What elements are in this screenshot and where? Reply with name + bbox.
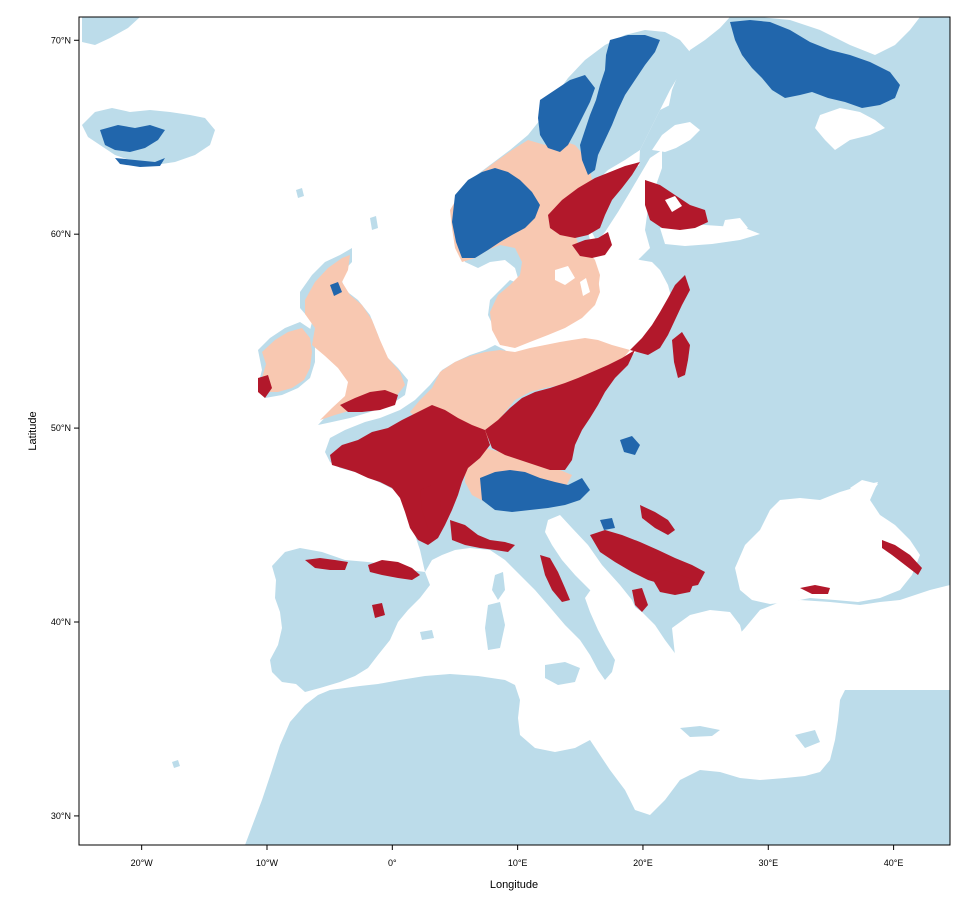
- dark-red-ireland-sw: [258, 375, 272, 398]
- dark-blue-iceland: [100, 125, 165, 152]
- sea-bothnia: [652, 122, 700, 152]
- land-cyprus: [795, 730, 820, 748]
- dark-blue-norway-south: [452, 168, 540, 258]
- sea-adriatic: [545, 515, 640, 630]
- x-tick-label: 20°W: [131, 858, 154, 868]
- land-faroe: [296, 188, 304, 198]
- y-tick-label: 40°N: [51, 617, 71, 627]
- dark-blue-norway-mid: [538, 75, 595, 152]
- dark-red-cantabria: [305, 558, 348, 570]
- dark-red-belarus: [672, 332, 690, 378]
- light-red-ireland: [262, 328, 312, 392]
- dark-red-caucasus: [882, 540, 922, 575]
- dark-red-carpathians: [640, 505, 675, 535]
- plot-border: [78, 16, 951, 846]
- dark-red-italy-north: [450, 520, 515, 552]
- map-panel: [79, 17, 950, 845]
- sea-caspian: [944, 590, 950, 620]
- y-tick-label: 60°N: [51, 229, 71, 239]
- dark-red-france: [330, 405, 490, 545]
- dark-red-apennines: [540, 555, 570, 602]
- x-tick-label: 20°E: [633, 858, 653, 868]
- land-canaries: [172, 760, 180, 768]
- dark-red-sweden: [548, 162, 640, 238]
- x-tick-label: 0°: [388, 858, 397, 868]
- dark-red-crimea: [800, 585, 830, 594]
- sea-white: [815, 108, 885, 150]
- x-tick-label: 40°E: [884, 858, 904, 868]
- dark-red-bulgaria: [650, 570, 695, 595]
- dark-red-balkans: [590, 530, 705, 588]
- lake-vanern: [555, 266, 575, 285]
- sea-azov: [850, 480, 878, 496]
- x-tick-label: 30°E: [758, 858, 778, 868]
- y-axis: 30°N 40°N 50°N 60°N 70°N: [51, 35, 79, 821]
- x-tick-label: 10°W: [256, 858, 279, 868]
- dark-blue-lapland: [580, 35, 660, 175]
- land-iberia: [270, 548, 430, 692]
- land-crete: [680, 726, 720, 737]
- dark-blue-carpathian-spots: [620, 436, 640, 455]
- dark-red-spain-small: [372, 603, 385, 618]
- dark-blue-iceland-south: [115, 158, 165, 167]
- land-corsica: [492, 572, 505, 600]
- land-balearics: [420, 630, 434, 640]
- dark-blue-kola: [730, 20, 900, 108]
- y-tick-label: 30°N: [51, 811, 71, 821]
- land-north-africa: [245, 674, 950, 845]
- dark-red-south-england: [340, 390, 398, 412]
- lake-vattern: [580, 278, 590, 296]
- y-axis-title: Latitude: [27, 411, 39, 450]
- lake-finland: [665, 196, 682, 212]
- dark-red-pyrenees: [368, 560, 420, 580]
- dark-red-greece: [632, 588, 648, 612]
- sea-black: [735, 482, 920, 604]
- dark-blue-scotland-spot: [330, 282, 342, 296]
- class-dark-blue: [100, 20, 900, 530]
- sea-aegean: [672, 610, 745, 712]
- dark-blue-balkans-spot: [600, 518, 615, 530]
- land-arctic-islands: [82, 17, 140, 45]
- y-tick-label: 70°N: [51, 35, 71, 45]
- land-shetland: [370, 216, 378, 230]
- dark-red-rhine: [420, 485, 442, 535]
- dark-red-central: [485, 350, 635, 470]
- dark-red-sweden-south: [572, 232, 612, 258]
- y-tick-label: 50°N: [51, 423, 71, 433]
- x-tick-label: 10°E: [508, 858, 528, 868]
- x-axis: 20°W 10°W 0° 10°E 20°E 30°E 40°E: [131, 845, 904, 868]
- lakes-layer: [555, 196, 682, 296]
- light-red-britain: [305, 255, 405, 420]
- lake-ladoga: [722, 218, 748, 235]
- dark-red-baltic-states: [630, 275, 690, 355]
- class-dark-red: [258, 162, 922, 618]
- land-novaya: [935, 65, 950, 100]
- x-axis-title: Longitude: [490, 879, 538, 891]
- land-sicily: [545, 662, 580, 685]
- dark-blue-alps: [480, 470, 590, 512]
- land-sardinia: [485, 602, 505, 650]
